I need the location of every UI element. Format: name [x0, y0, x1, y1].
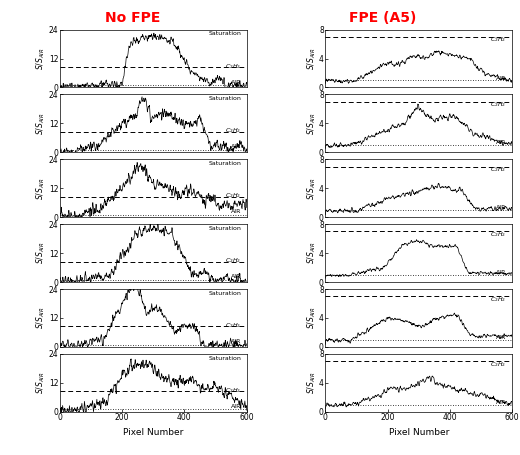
Text: AIR: AIR	[231, 144, 241, 149]
Y-axis label: $S/S_{AIR}$: $S/S_{AIR}$	[35, 177, 47, 200]
Y-axis label: $S/S_{AIR}$: $S/S_{AIR}$	[35, 47, 47, 70]
Text: $C_2H_2$: $C_2H_2$	[225, 191, 241, 200]
Text: $C_2H_2$: $C_2H_2$	[490, 100, 506, 109]
Y-axis label: $S/S_{AIR}$: $S/S_{AIR}$	[35, 242, 47, 264]
Text: AIR: AIR	[231, 209, 241, 214]
Text: $C_2H_2$: $C_2H_2$	[490, 35, 506, 44]
Y-axis label: $S/S_{AIR}$: $S/S_{AIR}$	[35, 307, 47, 329]
Text: FPE (A5): FPE (A5)	[348, 11, 416, 25]
Text: AIR: AIR	[496, 76, 506, 81]
Y-axis label: $S/S_{AIR}$: $S/S_{AIR}$	[305, 177, 318, 200]
X-axis label: Pixel Number: Pixel Number	[123, 428, 184, 437]
Y-axis label: $S/S_{AIR}$: $S/S_{AIR}$	[305, 112, 318, 135]
Y-axis label: $S/S_{AIR}$: $S/S_{AIR}$	[305, 307, 318, 329]
Text: $C_2H_2$: $C_2H_2$	[490, 165, 506, 174]
Text: AIR: AIR	[231, 404, 241, 409]
Text: Saturation: Saturation	[208, 226, 241, 231]
Text: AIR: AIR	[496, 141, 506, 146]
Text: AIR: AIR	[496, 400, 506, 405]
Text: Saturation: Saturation	[208, 31, 241, 36]
Text: AIR: AIR	[231, 274, 241, 279]
Text: AIR: AIR	[231, 80, 241, 85]
Y-axis label: $S/S_{AIR}$: $S/S_{AIR}$	[305, 242, 318, 264]
Y-axis label: $S/S_{AIR}$: $S/S_{AIR}$	[305, 47, 318, 70]
Text: AIR: AIR	[231, 339, 241, 344]
Text: No FPE: No FPE	[105, 11, 160, 25]
Y-axis label: $S/S_{AIR}$: $S/S_{AIR}$	[305, 371, 318, 394]
Y-axis label: $S/S_{AIR}$: $S/S_{AIR}$	[35, 112, 47, 135]
Text: Saturation: Saturation	[208, 96, 241, 101]
Text: $C_2H_2$: $C_2H_2$	[225, 256, 241, 265]
Text: $C_2H_2$: $C_2H_2$	[490, 359, 506, 369]
Text: AIR: AIR	[496, 205, 506, 210]
Text: $C_2H_2$: $C_2H_2$	[225, 321, 241, 330]
Text: AIR: AIR	[496, 335, 506, 340]
Text: $C_2H_2$: $C_2H_2$	[490, 230, 506, 239]
X-axis label: Pixel Number: Pixel Number	[388, 428, 449, 437]
Text: $C_2H_2$: $C_2H_2$	[225, 126, 241, 136]
Text: $C_2H_2$: $C_2H_2$	[225, 386, 241, 395]
Text: Saturation: Saturation	[208, 161, 241, 166]
Text: Saturation: Saturation	[208, 356, 241, 361]
Text: Saturation: Saturation	[208, 291, 241, 296]
Text: $C_2H_2$: $C_2H_2$	[490, 295, 506, 303]
Text: $C_2H_2$: $C_2H_2$	[225, 61, 241, 71]
Y-axis label: $S/S_{AIR}$: $S/S_{AIR}$	[35, 371, 47, 394]
Text: AIR: AIR	[496, 270, 506, 275]
